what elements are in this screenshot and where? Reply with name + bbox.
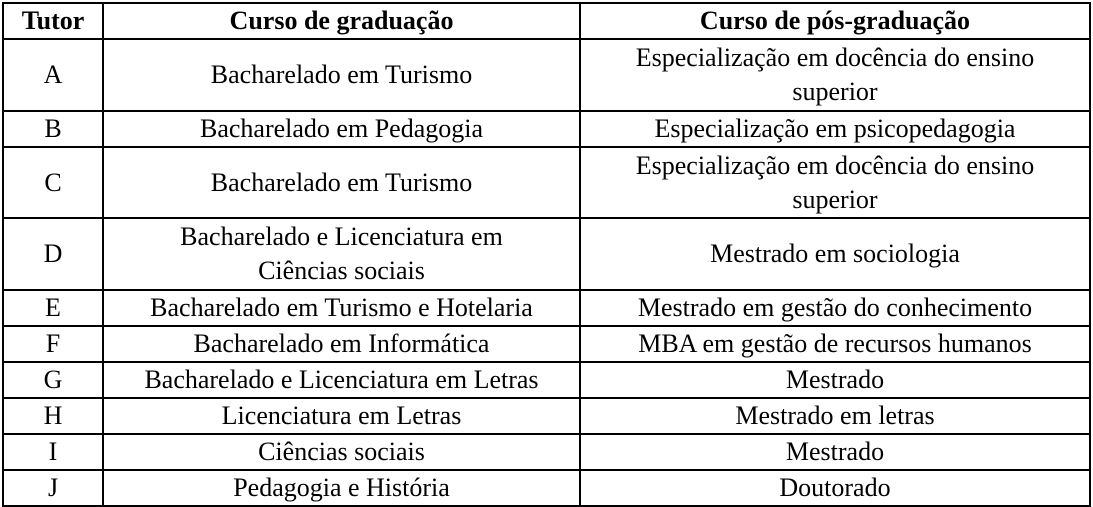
- tutor-cell: C: [2, 146, 104, 219]
- graduacao-cell: Ciências sociais: [102, 433, 581, 471]
- pos-graduacao-cell: Mestrado em letras: [579, 397, 1091, 435]
- graduacao-cell: Licenciatura em Letras: [102, 397, 581, 435]
- table-row: B Bacharelado em Pedagogia Especializaçã…: [2, 110, 1091, 148]
- graduacao-cell: Bacharelado em Turismo: [102, 146, 581, 219]
- tutor-cell: F: [2, 325, 104, 363]
- tutor-cell: H: [2, 397, 104, 435]
- header-tutor: Tutor: [2, 2, 104, 40]
- pos-graduacao-cell: Especialização em docência do ensino sup…: [579, 146, 1091, 219]
- tutor-cell: I: [2, 433, 104, 471]
- header-graduacao: Curso de graduação: [102, 2, 581, 40]
- pos-graduacao-cell: Especialização em psicopedagogia: [579, 110, 1091, 148]
- pos-graduacao-cell: MBA em gestão de recursos humanos: [579, 325, 1091, 363]
- graduacao-cell: Bacharelado em Informática: [102, 325, 581, 363]
- graduacao-cell: Pedagogia e História: [102, 469, 581, 507]
- pos-graduacao-cell: Mestrado: [579, 361, 1091, 399]
- table-row: I Ciências sociais Mestrado: [2, 433, 1091, 471]
- graduacao-cell: Bacharelado em Pedagogia: [102, 110, 581, 148]
- table-row: G Bacharelado e Licenciatura em Letras M…: [2, 361, 1091, 399]
- table-row: H Licenciatura em Letras Mestrado em let…: [2, 397, 1091, 435]
- pos-graduacao-cell: Mestrado em sociologia: [579, 217, 1091, 291]
- tutor-cell: J: [2, 469, 104, 507]
- table-row: J Pedagogia e História Doutorado: [2, 469, 1091, 507]
- table-row: F Bacharelado em Informática MBA em gest…: [2, 325, 1091, 363]
- pos-graduacao-cell: Mestrado: [579, 433, 1091, 471]
- graduacao-cell: Bacharelado em Turismo e Hotelaria: [102, 289, 581, 327]
- tutor-cell: D: [2, 217, 104, 291]
- graduacao-cell: Bacharelado e Licenciatura em Letras: [102, 361, 581, 399]
- table-row: E Bacharelado em Turismo e Hotelaria Mes…: [2, 289, 1091, 327]
- pos-graduacao-cell: Doutorado: [579, 469, 1091, 507]
- graduacao-cell: Bacharelado em Turismo: [102, 38, 581, 112]
- tutor-cell: G: [2, 361, 104, 399]
- header-pos-graduacao: Curso de pós-graduação: [579, 2, 1091, 40]
- table-row: D Bacharelado e Licenciatura em Ciências…: [2, 217, 1091, 291]
- table-row: C Bacharelado em Turismo Especialização …: [2, 146, 1091, 219]
- tutor-cell: A: [2, 38, 104, 112]
- header-row: Tutor Curso de graduação Curso de pós-gr…: [2, 2, 1091, 40]
- tutor-cell: B: [2, 110, 104, 148]
- pos-graduacao-cell: Mestrado em gestão do conhecimento: [579, 289, 1091, 327]
- pos-graduacao-cell: Especialização em docência do ensino sup…: [579, 38, 1091, 112]
- tutor-cell: E: [2, 289, 104, 327]
- graduacao-cell: Bacharelado e Licenciatura em Ciências s…: [102, 217, 581, 291]
- table-row: A Bacharelado em Turismo Especialização …: [2, 38, 1091, 112]
